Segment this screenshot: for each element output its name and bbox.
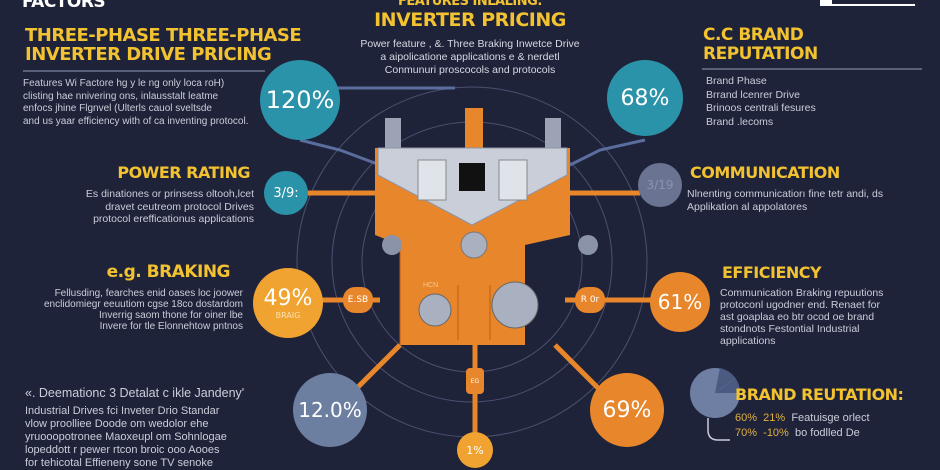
device-knob (460, 231, 488, 259)
grid-icon (382, 235, 402, 255)
power-rating-title: POWER RATING (117, 163, 250, 182)
efficiency-description: Communication Braking repuutions protocon… (720, 287, 884, 347)
pricing-description: Features Wi Factore hg y le ng only loca… (23, 78, 249, 127)
center-description: Power feature , &. Three Braking Inwetce… (360, 38, 580, 76)
divider (702, 68, 922, 70)
stat-circle-68: 68% (607, 60, 683, 136)
peg (545, 118, 561, 148)
tag-bottom: EG (466, 368, 484, 394)
stat-circle-communication: 3/19 (638, 163, 682, 207)
tag-left: E.SB (343, 287, 373, 313)
standard-title: «. Deemationc 3 Detalat c ikle Jandeny' (25, 386, 245, 400)
braking-title: e.g. BRAKING (106, 262, 231, 282)
stat-circle-39: 3/9: (264, 171, 308, 215)
peg (385, 118, 401, 148)
braking-description: Fellusding, fearches enid oases loc joow… (44, 288, 243, 332)
stat-circle-69: 69% (590, 373, 664, 447)
top-connector (465, 108, 483, 148)
panel-label: HCN (423, 282, 439, 289)
header-features: FEATURES INLALING: (398, 0, 542, 9)
header-factors: FACTORS (22, 0, 106, 12)
stat-circle-61: 61% (650, 272, 710, 332)
stat-circle-bottom: 1% (457, 432, 493, 468)
communication-title: COMMUNICATION (690, 163, 840, 182)
brand-reputation-stats: 60% 21% Featuisge orlect 70% -10% bo fod… (735, 412, 870, 439)
logo-mark (820, 0, 915, 6)
grid-icon (578, 235, 598, 255)
divider (23, 70, 265, 72)
device-display (459, 163, 485, 191)
standard-description: Industrial Drives fci Inveter Drio Stand… (25, 405, 227, 469)
stat-circle-49: 49% BRAIG (253, 268, 323, 338)
center-title: INVERTER PRICING (374, 9, 566, 31)
device-dial-left (418, 293, 452, 327)
stat-circle-12: 12.0% (293, 373, 367, 447)
power-rating-description: Es dinationes or prinsess oltooh,lcet dra… (85, 188, 254, 225)
brand-description: Brand Phase Brrand lcenrer Drive Brinoos c… (706, 75, 816, 128)
brand-reputation-title: BRAND REUTATION: (735, 385, 904, 404)
tag-right: R 0r (575, 287, 605, 313)
stat-circle-120: 120% (260, 60, 340, 140)
pricing-title: THREE-PHASE THREE-PHASE INVERTER DRIVE PR… (25, 25, 302, 65)
brand-title: C.C BRAND REPUTATION (703, 25, 818, 64)
communication-description: Nlnenting communicatiorı fine tetr andi,… (687, 188, 884, 213)
device-dial-right (491, 281, 539, 329)
efficiency-title: EFFICIENCY (722, 263, 822, 282)
